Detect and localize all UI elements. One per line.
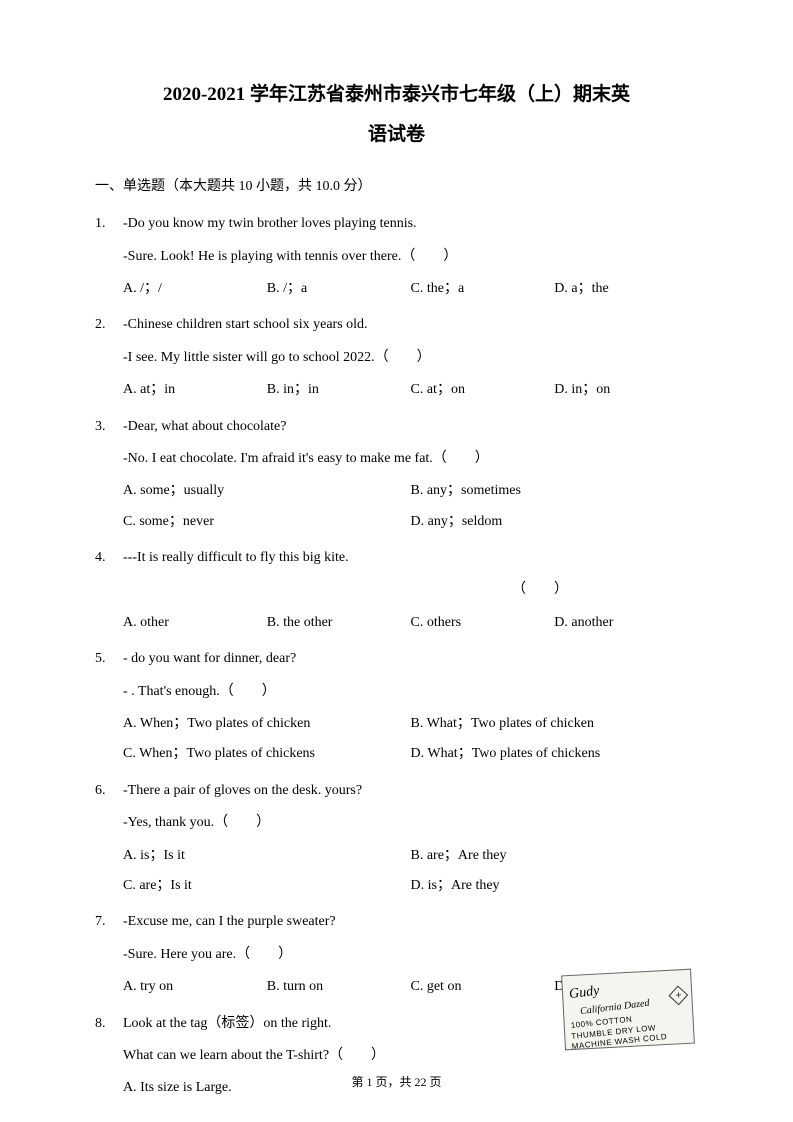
- question-line: -Sure. Look! He is playing with tennis o…: [123, 246, 698, 268]
- question-3: 3. -Dear, what about chocolate? -No. I e…: [95, 416, 698, 534]
- option-a[interactable]: A. at；in: [123, 379, 267, 401]
- tshirt-tag-icon: Gudy California Dazed 100% COTTON THUMBL…: [561, 969, 695, 1051]
- option-a[interactable]: A. some；usually: [123, 480, 411, 502]
- question-number: 5.: [95, 648, 106, 670]
- question-line: ---It is really difficult to fly this bi…: [123, 547, 698, 569]
- exam-title-line2: 语试卷: [95, 120, 698, 150]
- question-5: 5. - do you want for dinner, dear? - . T…: [95, 648, 698, 766]
- option-c[interactable]: C. are；Is it: [123, 875, 411, 897]
- options-row: A. is；Is it B. are；Are they: [123, 845, 698, 867]
- question-line: -Excuse me, can I the purple sweater?: [123, 911, 698, 933]
- option-d[interactable]: D. What；Two plates of chickens: [411, 743, 699, 765]
- question-blank: （ ）: [123, 579, 698, 601]
- page-footer: 第 1 页，共 22 页: [0, 1073, 793, 1092]
- option-a[interactable]: A. is；Is it: [123, 845, 411, 867]
- question-4: 4. ---It is really difficult to fly this…: [95, 547, 698, 634]
- question-line: -Do you know my twin brother loves playi…: [123, 213, 698, 235]
- option-c[interactable]: C. get on: [411, 976, 555, 998]
- option-c[interactable]: C. the；a: [411, 278, 555, 300]
- option-a[interactable]: A. try on: [123, 976, 267, 998]
- options-row: A. /；/ B. /；a C. the；a D. a；the: [123, 278, 698, 300]
- question-1: 1. -Do you know my twin brother loves pl…: [95, 213, 698, 300]
- question-line: -I see. My little sister will go to scho…: [123, 347, 698, 369]
- option-d[interactable]: D. in；on: [554, 379, 698, 401]
- question-line: -No. I eat chocolate. I'm afraid it's ea…: [123, 448, 698, 470]
- question-line: -There a pair of gloves on the desk. you…: [123, 780, 698, 802]
- options-row: A. other B. the other C. others D. anoth…: [123, 612, 698, 634]
- question-number: 6.: [95, 780, 106, 802]
- question-number: 7.: [95, 911, 106, 933]
- section-heading: 一、单选题（本大题共 10 小题，共 10.0 分）: [95, 176, 698, 198]
- question-number: 1.: [95, 213, 106, 235]
- option-b[interactable]: B. What；Two plates of chicken: [411, 713, 699, 735]
- option-a[interactable]: A. /；/: [123, 278, 267, 300]
- option-b[interactable]: B. turn on: [267, 976, 411, 998]
- option-b[interactable]: B. are；Are they: [411, 845, 699, 867]
- option-a[interactable]: A. When；Two plates of chicken: [123, 713, 411, 735]
- question-line: What can we learn about the T-shirt?（ ）: [123, 1045, 503, 1067]
- question-number: 4.: [95, 547, 106, 569]
- options-row: C. some；never D. any；seldom: [123, 511, 698, 533]
- option-d[interactable]: D. another: [554, 612, 698, 634]
- option-b[interactable]: B. the other: [267, 612, 411, 634]
- question-number: 3.: [95, 416, 106, 438]
- options-row: C. When；Two plates of chickens D. What；T…: [123, 743, 698, 765]
- option-b[interactable]: B. any；sometimes: [411, 480, 699, 502]
- option-d[interactable]: D. is；Are they: [411, 875, 699, 897]
- options-row: A. some；usually B. any；sometimes: [123, 480, 698, 502]
- option-c[interactable]: C. some；never: [123, 511, 411, 533]
- option-c[interactable]: C. at；on: [411, 379, 555, 401]
- option-c[interactable]: C. When；Two plates of chickens: [123, 743, 411, 765]
- question-line: -Chinese children start school six years…: [123, 314, 698, 336]
- option-b[interactable]: B. in；in: [267, 379, 411, 401]
- exam-title-line1: 2020-2021 学年江苏省泰州市泰兴市七年级（上）期末英: [95, 80, 698, 110]
- question-line: -Dear, what about chocolate?: [123, 416, 698, 438]
- options-row: A. at；in B. in；in C. at；on D. in；on: [123, 379, 698, 401]
- option-b[interactable]: B. /；a: [267, 278, 411, 300]
- options-row: C. are；Is it D. is；Are they: [123, 875, 698, 897]
- question-line: -Yes, thank you.（ ）: [123, 812, 698, 834]
- option-d[interactable]: D. a；the: [554, 278, 698, 300]
- question-number: 8.: [95, 1013, 106, 1035]
- question-line: - . That's enough.（ ）: [123, 681, 698, 703]
- question-2: 2. -Chinese children start school six ye…: [95, 314, 698, 401]
- option-c[interactable]: C. others: [411, 612, 555, 634]
- options-row: A. When；Two plates of chicken B. What；Tw…: [123, 713, 698, 735]
- question-line: Look at the tag（标签）on the right.: [123, 1013, 503, 1035]
- option-a[interactable]: A. other: [123, 612, 267, 634]
- option-d[interactable]: D. any；seldom: [411, 511, 699, 533]
- question-line: - do you want for dinner, dear?: [123, 648, 698, 670]
- question-line: -Sure. Here you are.（ ）: [123, 944, 698, 966]
- question-6: 6. -There a pair of gloves on the desk. …: [95, 780, 698, 898]
- question-number: 2.: [95, 314, 106, 336]
